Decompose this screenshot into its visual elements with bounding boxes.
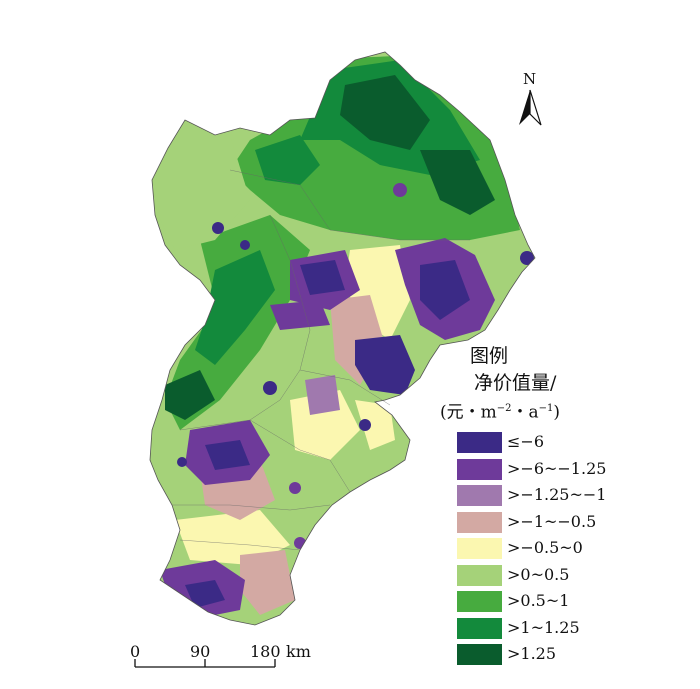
legend-unit: (元・m−2・a−1): [440, 398, 560, 424]
legend-label: >1.25: [507, 644, 557, 663]
unit-exponent-area: −2: [496, 403, 512, 414]
legend-swatch: [457, 511, 502, 533]
legend-title: 图例: [470, 345, 509, 367]
legend-label: >−6~−1.25: [507, 458, 607, 478]
legend-label: >−1~−0.5: [507, 511, 597, 531]
legend-swatch: [457, 485, 502, 506]
scale-bar: [134, 659, 276, 668]
legend-label: >0.5~1: [507, 591, 570, 610]
legend-label: ≤−6: [507, 432, 544, 451]
legend-label: >−1.25~−1: [507, 485, 607, 504]
unit-mid: ・a: [511, 402, 539, 423]
north-label: N: [523, 70, 537, 88]
legend-swatch: [457, 617, 502, 639]
legend-label: >1~1.25: [507, 617, 580, 637]
legend-label: >0~0.5: [507, 564, 570, 584]
scale-tick-90: 90: [190, 642, 211, 661]
legend-swatch: [457, 538, 502, 559]
legend-swatch: [457, 591, 502, 612]
unit-close: ): [553, 402, 561, 423]
region-outline: [149, 51, 536, 626]
legend-subtitle: 净价值量/: [474, 372, 557, 394]
north-arrow-icon: [519, 89, 542, 126]
unit-text: (元・m: [440, 402, 497, 423]
unit-exponent-time: −1: [538, 403, 554, 414]
scale-unit: km: [286, 642, 311, 661]
legend-label: >−0.5~0: [507, 538, 583, 557]
legend-swatch: [457, 458, 502, 480]
scale-tick-0: 0: [130, 642, 141, 661]
district-boundaries: [172, 169, 470, 551]
scale-tick-180: 180: [250, 642, 281, 661]
legend-swatch: [457, 432, 502, 453]
legend-swatch: [457, 564, 502, 586]
legend-swatch: [457, 644, 502, 665]
